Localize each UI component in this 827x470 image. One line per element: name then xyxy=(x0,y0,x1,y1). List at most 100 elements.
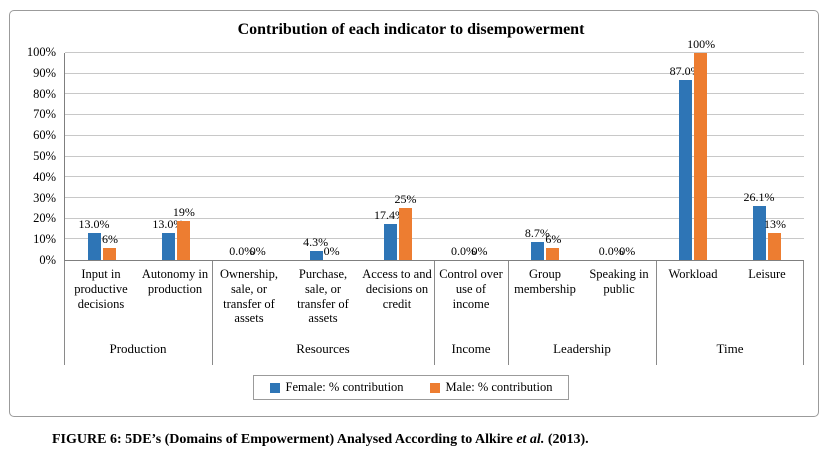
bar-group: 26.1% 13% xyxy=(730,53,804,260)
gridline xyxy=(65,155,804,157)
bar-value-label: 26.1% xyxy=(743,189,775,204)
caption-suffix: (2013). xyxy=(544,432,589,447)
category-label: Purchase, sale, or transfer of assets xyxy=(297,267,349,326)
gridline xyxy=(65,196,804,198)
bar-male xyxy=(176,220,190,260)
caption-italic: et al. xyxy=(516,432,545,447)
legend-label: Male: % contribution xyxy=(445,380,553,394)
bar-female xyxy=(383,223,397,260)
y-tick-label: 20% xyxy=(33,211,56,226)
category-label: Autonomy in production xyxy=(141,267,209,296)
bar-male xyxy=(398,208,412,260)
y-tick-label: 50% xyxy=(33,149,56,163)
bar-value-label: 19% xyxy=(172,204,195,219)
plot-column: 13.0% 6% 13.0% 19% 0.0% 0% 4.3% 0% 17.4% 25% 0.0% 0… xyxy=(64,38,804,365)
bar-value-label: 100% xyxy=(687,37,716,51)
bar-female xyxy=(531,242,545,260)
legend-item-female: Female: % contribution xyxy=(269,380,404,395)
category-label: Input in productive decisions xyxy=(74,267,128,311)
y-tick-label: 0% xyxy=(39,253,56,267)
bar-female xyxy=(753,205,767,260)
y-tick-label: 40% xyxy=(33,169,56,184)
bar-group: 0.0% 0% xyxy=(435,53,509,260)
domain-separator xyxy=(212,261,213,365)
legend-swatch-icon xyxy=(429,382,440,393)
bar-value-label: 0.0% xyxy=(229,244,255,258)
bar-value-label: 13.0% xyxy=(152,217,184,232)
gridline xyxy=(65,238,804,240)
legend-label: Female: % contribution xyxy=(285,380,404,394)
chart-container: Contribution of each indicator to disemp… xyxy=(9,10,819,417)
domain-separator xyxy=(64,261,65,365)
bar-value-label: 8.7% xyxy=(524,226,550,240)
y-tick-label: 80% xyxy=(33,86,56,101)
gridline xyxy=(65,217,804,219)
bar-male xyxy=(694,53,708,260)
figure-caption: FIGURE 6: 5DE’s (Domains of Empowerment)… xyxy=(52,432,827,448)
y-tick-label: 30% xyxy=(33,190,56,205)
bar-female xyxy=(309,251,323,260)
domain-label: Income xyxy=(451,341,491,356)
gridline xyxy=(65,114,804,116)
category-axis: Input in productive decisions Autonomy in… xyxy=(64,261,804,365)
legend-swatch-icon xyxy=(269,382,280,393)
y-tick-label: 10% xyxy=(33,232,56,247)
bar-value-label: 17.4% xyxy=(374,207,406,222)
bar-value-label: 4.3% xyxy=(303,235,329,250)
y-axis: 0% 10% 20% 30% 40% 50% 60% 70% 80% 90% 100% xyxy=(18,45,64,267)
y-tick-label: 60% xyxy=(33,128,56,143)
bar-female xyxy=(161,233,175,260)
category-label: Speaking in public xyxy=(589,267,649,296)
plot-area: 13.0% 6% 13.0% 19% 0.0% 0% 4.3% 0% 17.4% 25% 0.0% 0… xyxy=(64,38,804,261)
bar-value-label: 6% xyxy=(101,231,118,246)
domain-labels: Production Resources Income Leadership Time xyxy=(64,333,804,365)
bar-group: 4.3% 0% xyxy=(287,53,361,260)
domain-label: Production xyxy=(109,341,167,356)
category-label: Ownership, sale, or transfer of assets xyxy=(220,267,278,326)
bar-group: 0.0% 0% xyxy=(582,53,656,260)
category-label: Group membership xyxy=(514,267,576,296)
gridline xyxy=(65,134,804,136)
gridline xyxy=(65,52,804,53)
legend-row: Female: % contribution Male: % contributi… xyxy=(18,375,804,400)
bar-group: 8.7% 6% xyxy=(508,53,582,260)
bar-value-label: 0% xyxy=(249,244,266,258)
y-tick-label: 70% xyxy=(33,107,56,122)
domain-separator xyxy=(434,261,435,365)
bar-group: 13.0% 19% xyxy=(139,53,213,260)
bar-value-label: 6% xyxy=(545,231,562,246)
bar-female xyxy=(679,79,693,260)
bar-group: 0.0% 0% xyxy=(213,53,287,260)
bar-male xyxy=(546,247,560,260)
bar-male xyxy=(102,247,116,260)
bar-value-label: 13% xyxy=(764,217,787,232)
gridline xyxy=(65,176,804,178)
caption-text: FIGURE 6: 5DE’s (Domains of Empowerment)… xyxy=(52,432,517,447)
legend: Female: % contribution Male: % contributi… xyxy=(252,375,570,400)
bar-value-label: 0% xyxy=(471,244,488,258)
bar-value-label: 0% xyxy=(619,244,636,258)
bar-male xyxy=(768,233,782,260)
domain-separator xyxy=(508,261,509,365)
bar-value-label: 0.0% xyxy=(450,244,476,258)
domain-label: Leadership xyxy=(553,341,611,356)
category-label: Control over use of income xyxy=(439,267,503,311)
bar-value-label: 25% xyxy=(394,192,417,207)
domain-label: Resources xyxy=(296,341,350,356)
gridline xyxy=(65,72,804,74)
bar-group: 13.0% 6% xyxy=(65,53,139,260)
bar-value-label: 87.0% xyxy=(669,63,701,78)
category-label: Workload xyxy=(668,267,718,281)
domain-separator xyxy=(656,261,657,365)
gridline xyxy=(65,93,804,95)
bar-value-label: 13.0% xyxy=(78,217,110,232)
chart-title: Contribution of each indicator to disemp… xyxy=(237,21,585,38)
bar-value-label: 0% xyxy=(323,244,340,258)
bar-female xyxy=(87,233,101,260)
category-labels: Input in productive decisions Autonomy in… xyxy=(64,261,804,333)
category-label: Access to and decisions on credit xyxy=(362,267,432,311)
chart-area: 0% 10% 20% 30% 40% 50% 60% 70% 80% 90% 100% 13.0% 6… xyxy=(18,38,804,365)
bar-value-label: 0.0% xyxy=(598,244,624,258)
y-tick-label: 90% xyxy=(33,65,56,80)
bar-group: 17.4% 25% xyxy=(361,53,435,260)
